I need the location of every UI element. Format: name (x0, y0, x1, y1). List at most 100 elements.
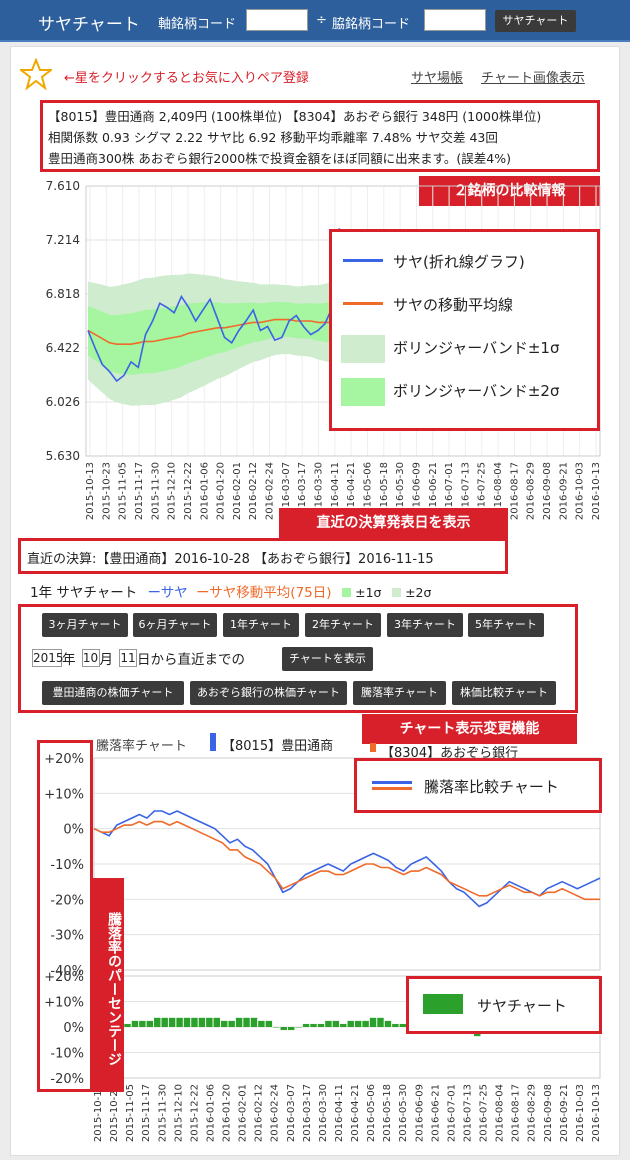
rate-chart-button[interactable]: 騰落率チャート (353, 681, 446, 705)
y-tick-label: 5.630 (46, 449, 80, 463)
saya-bar (392, 1023, 399, 1027)
x-tick-label: 2016-08-17 (511, 1084, 522, 1142)
saya-bar (325, 1020, 332, 1027)
chart-2y-button[interactable]: 2年チャート (305, 613, 381, 637)
side-code-input[interactable] (424, 9, 486, 31)
app-title: サヤチャート (38, 15, 140, 35)
header-bar: サヤチャート 軸銘柄コード ÷ 脇銘柄コード サヤチャート (0, 0, 630, 42)
x-tick-label: 2016-03-30 (314, 462, 325, 520)
saya-ledger-link[interactable]: サヤ場帳 (411, 71, 464, 86)
info-line-1: 【8015】豊田通商 2,409円 (100株単位) 【8304】あおぞら銀行 … (48, 109, 542, 124)
saya-bar (139, 1020, 146, 1027)
x-tick-label: 2016-02-24 (270, 1084, 281, 1142)
x-tick-label: 2015-11-05 (125, 1084, 136, 1142)
x-tick-label: 2016-02-12 (248, 462, 259, 520)
x-tick-label: 2015-12-22 (189, 1084, 200, 1142)
y-tick-label: 7.610 (46, 180, 80, 193)
earnings-label: 直近の決算発表日を表示 (279, 508, 508, 538)
sigma2-legend: ±2σ (405, 585, 432, 600)
rate-legend-label: 騰落率比較チャート (424, 778, 559, 796)
x-tick-label: 2015-10-13 (85, 462, 96, 520)
x-tick-label: 2016-07-13 (462, 1084, 473, 1142)
y-tick-label: +20% (44, 970, 84, 985)
percentage-axis-label: 騰落率のパーセンテージ (92, 878, 124, 1092)
saya-bar (347, 1020, 354, 1027)
toyota-tsusho-stock-chart-button[interactable]: 豊田通商の株価チャート (42, 681, 184, 705)
saya-chart-submit-button[interactable]: サヤチャート (495, 10, 576, 32)
x-tick-label: 2016-01-06 (199, 462, 210, 520)
favorite-star-icon[interactable] (20, 58, 52, 90)
x-tick-label: 2016-01-20 (216, 462, 227, 520)
x-tick-label: 2016-08-29 (526, 462, 537, 520)
sigma1-legend: ±1σ (355, 585, 382, 600)
toyota-rate-line (93, 810, 601, 908)
percentage-axis-box (37, 740, 93, 1092)
x-tick-label: 2015-10-13 (93, 1084, 104, 1142)
chart-1y-button[interactable]: 1年チャート (223, 613, 299, 637)
chart-3m-button[interactable]: 3ヶ月チャート (42, 613, 128, 637)
start-year-input[interactable]: 2015 (32, 649, 64, 667)
x-tick-label: 2016-10-03 (575, 462, 586, 520)
y-tick-label: 7.214 (46, 233, 80, 247)
legend-swatch (341, 378, 385, 406)
legend-label: ボリンジャーバンド±1σ (393, 339, 560, 357)
x-tick-label: 2016-10-13 (591, 1084, 602, 1142)
x-tick-label: 2016-03-30 (318, 1084, 329, 1142)
year-unit: 年 (62, 652, 76, 668)
saya-bar (176, 1017, 183, 1027)
x-tick-label: 2015-10-23 (101, 462, 112, 520)
x-tick-label: 2016-03-07 (281, 462, 292, 520)
chart-controls-label: チャート表示変更機能 (362, 714, 577, 744)
saya-bar-swatch (423, 994, 463, 1014)
chart-5y-button[interactable]: 5年チャート (468, 613, 544, 637)
saya-bar (213, 1017, 220, 1027)
x-tick-label: 2016-06-09 (414, 1084, 425, 1142)
base-code-input[interactable] (246, 9, 308, 31)
rate-legend-orange-line (372, 787, 412, 790)
start-day-input[interactable]: 11 (119, 649, 137, 667)
chart-3y-button[interactable]: 3年チャート (387, 613, 463, 637)
saya-bar (168, 1017, 176, 1027)
y-tick-label: -10% (50, 858, 84, 873)
x-tick-label: 2015-11-30 (157, 1084, 168, 1142)
chart-6m-button[interactable]: 6ヶ月チャート (133, 613, 217, 637)
plot-frame (85, 185, 601, 457)
show-chart-button[interactable]: チャートを表示 (282, 647, 373, 671)
rate-chart-legend (354, 758, 602, 813)
start-month-input[interactable]: 10 (81, 649, 100, 667)
x-tick-label: 2015-11-17 (141, 1084, 152, 1142)
series2-swatch (370, 743, 376, 752)
comparison-info-box (40, 100, 600, 172)
aozora-bank-stock-chart-button[interactable]: あおぞら銀行の株価チャート (190, 681, 347, 705)
saya-bar (332, 1020, 340, 1027)
favorite-hint: ←星をクリックするとお気に入りペア登録 (64, 71, 309, 86)
base-code-label: 軸銘柄コード (158, 17, 237, 32)
saya-bar (191, 1017, 198, 1027)
x-tick-label: 2016-02-12 (254, 1084, 265, 1142)
info-line-2: 相関係数 0.93 シグマ 2.22 サヤ比 6.92 移動平均乖離率 7.48… (48, 130, 498, 145)
legend-label: サヤ(折れ線グラフ) (393, 253, 525, 271)
chart-image-link[interactable]: チャート画像表示 (481, 71, 585, 86)
saya-bar (154, 1017, 161, 1027)
month-unit: 月 (99, 652, 114, 668)
chart-controls-box (18, 604, 578, 713)
price-compare-chart-button[interactable]: 株価比較チャート (452, 681, 556, 705)
saya-bar (273, 1027, 280, 1028)
info-line-3: 豊田通商300株 あおぞら銀行2000株で投資金額をほぼ同額に出来ます。(誤差4… (48, 151, 511, 166)
sigma1-swatch (341, 588, 351, 597)
x-tick-label: 2016-05-30 (398, 1084, 409, 1142)
x-tick-label: 2016-10-13 (591, 462, 602, 520)
x-tick-label: 2016-04-21 (346, 462, 357, 520)
legend-label: ボリンジャーバンド±2σ (393, 382, 560, 400)
x-tick-label: 2016-05-06 (362, 462, 373, 520)
y-tick-label: +10% (44, 996, 84, 1011)
x-tick-label: 2016-09-21 (559, 1084, 570, 1142)
x-tick-label: 2016-04-11 (330, 462, 341, 520)
saya-bar (146, 1020, 154, 1027)
y-tick-label: -40% (50, 964, 84, 976)
x-tick-label: 2016-05-18 (382, 1084, 393, 1142)
day-suffix: 日から直近までの (137, 652, 245, 668)
saya-bar (302, 1023, 310, 1027)
sigma2-swatch (391, 588, 401, 597)
x-tick-label: 2016-06-21 (428, 462, 439, 520)
